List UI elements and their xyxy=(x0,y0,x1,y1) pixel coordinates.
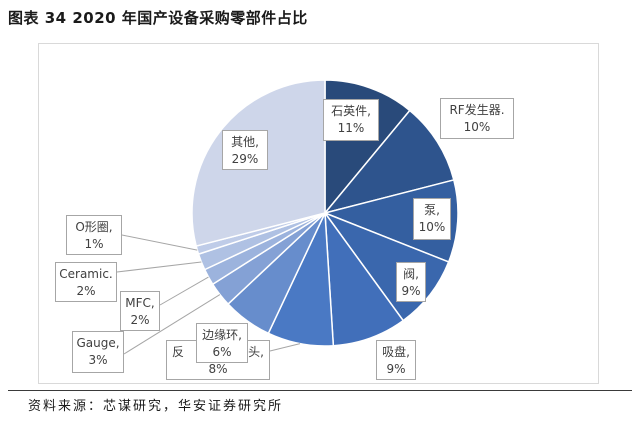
data-label: RF发生器. 10% xyxy=(440,98,514,139)
data-label: Gauge, 3% xyxy=(72,331,124,373)
data-label-name: 边缘环, xyxy=(202,328,242,342)
data-label-name: 石英件, xyxy=(331,104,371,118)
data-label-value: 2% xyxy=(130,313,150,327)
data-label-value: 9% xyxy=(386,362,406,376)
data-label: O形圈, 1% xyxy=(66,215,122,255)
leader-line xyxy=(159,276,209,306)
data-label-value: 10% xyxy=(463,120,491,134)
data-label-name: 反 头, xyxy=(167,344,269,361)
data-label: 其他, 29% xyxy=(222,130,268,170)
leader-line xyxy=(123,294,221,355)
data-label-name: MFC, xyxy=(125,296,155,310)
data-label-name: 吸盘, xyxy=(382,345,410,359)
data-label-value: 6% xyxy=(212,345,232,359)
leader-line xyxy=(269,343,301,352)
data-label: 泵, 10% xyxy=(413,198,451,240)
data-label-value: 2% xyxy=(76,284,96,298)
data-label-value: 8% xyxy=(208,362,228,376)
leader-line xyxy=(116,261,202,273)
leader-line xyxy=(121,234,198,251)
data-label: 石英件, 11% xyxy=(323,99,379,141)
leader-lines xyxy=(116,234,301,355)
data-label: 吸盘, 9% xyxy=(376,340,416,380)
data-label-name-part: 反 xyxy=(172,345,185,359)
data-label-name-part: 头, xyxy=(248,345,264,359)
data-label-name: 阀, xyxy=(403,267,419,281)
data-label: 边缘环, 6% xyxy=(196,323,248,363)
data-label-value: 1% xyxy=(84,237,104,251)
data-label: 阀, 9% xyxy=(396,262,426,302)
figure-caption: 图表 34 2020 年国产设备采购零部件占比 xyxy=(8,9,308,27)
data-label-name: O形圈, xyxy=(75,220,113,234)
data-label-value: 11% xyxy=(337,121,365,135)
data-label-name: Ceramic. xyxy=(59,267,113,281)
data-label: Ceramic. 2% xyxy=(55,262,117,302)
data-label-name: 泵, xyxy=(424,203,440,217)
data-label-name: RF发生器. xyxy=(449,103,505,117)
data-label-name: 其他, xyxy=(231,135,259,149)
data-label-value: 29% xyxy=(231,152,259,166)
pie-slice xyxy=(324,109,455,214)
figure-source: 资料来源：芯谋研究，华安证券研究所 xyxy=(28,399,284,414)
data-label-value: 10% xyxy=(418,220,446,234)
data-label-value: 3% xyxy=(88,353,108,367)
data-label: MFC, 2% xyxy=(120,291,160,331)
data-label-value: 9% xyxy=(401,284,421,298)
data-label-name: Gauge, xyxy=(76,336,120,350)
source-divider xyxy=(8,390,632,391)
